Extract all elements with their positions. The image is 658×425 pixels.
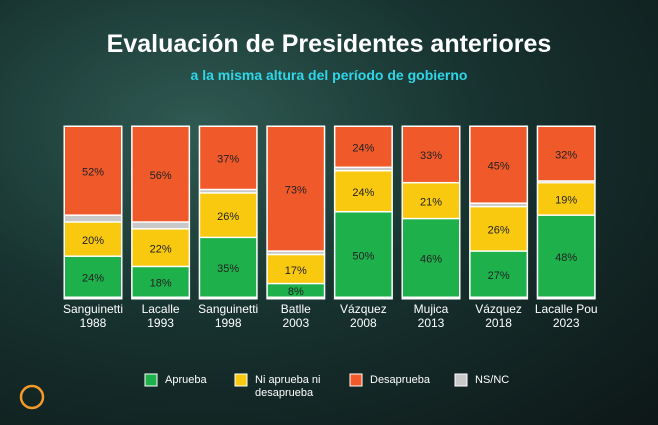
bar-segment (132, 222, 189, 229)
value-label: 17% (285, 265, 307, 277)
legend-label: NS/NC (475, 374, 510, 386)
value-label: 20% (82, 235, 104, 247)
value-label: 26% (488, 225, 510, 237)
x-tick-label: Lacalle Pou 2023 (534, 302, 598, 330)
x-tick-label: Sanguinetti 1998 (198, 302, 259, 330)
bar-segment (267, 255, 324, 283)
value-label: 24% (352, 143, 374, 155)
bar-segment (132, 267, 189, 297)
legend-swatch (234, 373, 248, 387)
logo (19, 384, 45, 410)
legend-label: Desaprueba (370, 374, 430, 386)
bar-segment (200, 127, 257, 189)
bar-segment (267, 284, 324, 297)
value-label: 45% (488, 160, 510, 172)
value-label: 33% (420, 150, 442, 162)
x-tick-label: Batlle 2003 (280, 302, 311, 330)
value-label: 26% (217, 211, 239, 223)
bar-segment (538, 127, 595, 181)
value-label: 32% (555, 149, 577, 161)
bar-segment (335, 168, 392, 170)
value-label: 56% (150, 170, 172, 182)
bar-segment (335, 127, 392, 167)
value-label: 8% (288, 286, 304, 298)
value-label: 22% (150, 243, 172, 255)
bar-segment (470, 251, 527, 297)
value-label: 19% (555, 195, 577, 207)
legend-label: Aprueba (165, 374, 207, 386)
value-label: 52% (82, 166, 104, 178)
x-tick-label: Vázquez 2018 (475, 302, 522, 330)
bar-segment (65, 256, 121, 297)
bar-segment (538, 215, 595, 297)
bar-segment (200, 238, 257, 297)
bar-segment (538, 183, 595, 215)
legend-swatch (349, 373, 363, 387)
bar-segment (335, 212, 392, 297)
value-label: 21% (420, 196, 442, 208)
value-label: 24% (82, 272, 104, 284)
legend-swatch (454, 373, 468, 387)
value-label: 27% (488, 270, 510, 282)
bar-segment (403, 127, 459, 182)
x-tick-label: Vázquez 2008 (340, 302, 387, 330)
bar-segment (403, 219, 459, 297)
bar-segment (65, 215, 121, 222)
bar-segment (65, 222, 121, 256)
chart-subtitle: a la misma altura del período de gobiern… (191, 67, 468, 83)
bar-segment (267, 127, 324, 251)
value-label: 50% (352, 250, 374, 262)
bar-segment (538, 181, 595, 183)
bar-segment (470, 207, 527, 251)
x-tick-label: Mujica 2013 (413, 302, 449, 330)
value-label: 37% (217, 154, 239, 166)
bar-segment (200, 190, 257, 193)
bar-segment (335, 171, 392, 211)
bar-segment (200, 193, 257, 237)
x-tick-label: Lacalle 1993 (141, 302, 180, 330)
bar-segment (470, 203, 527, 206)
legend-label: Ni aprueba ni desaprueba (255, 374, 321, 399)
x-tick-label: Sanguinetti 1988 (62, 302, 124, 330)
value-label: 73% (285, 184, 307, 196)
value-label: 18% (150, 278, 172, 290)
legend-swatch (144, 373, 158, 387)
chart-title: Evaluación de Presidentes anteriores (107, 30, 552, 58)
bar-segment (65, 127, 121, 215)
bar-segment (267, 251, 324, 254)
value-label: 46% (420, 254, 442, 266)
value-label: 35% (217, 263, 239, 275)
value-label: 24% (352, 187, 374, 199)
value-label: 48% (555, 252, 577, 264)
bar-segment (470, 127, 527, 203)
bar-segment (132, 229, 189, 266)
bar-segment (132, 127, 189, 222)
bar-segment (403, 183, 459, 218)
